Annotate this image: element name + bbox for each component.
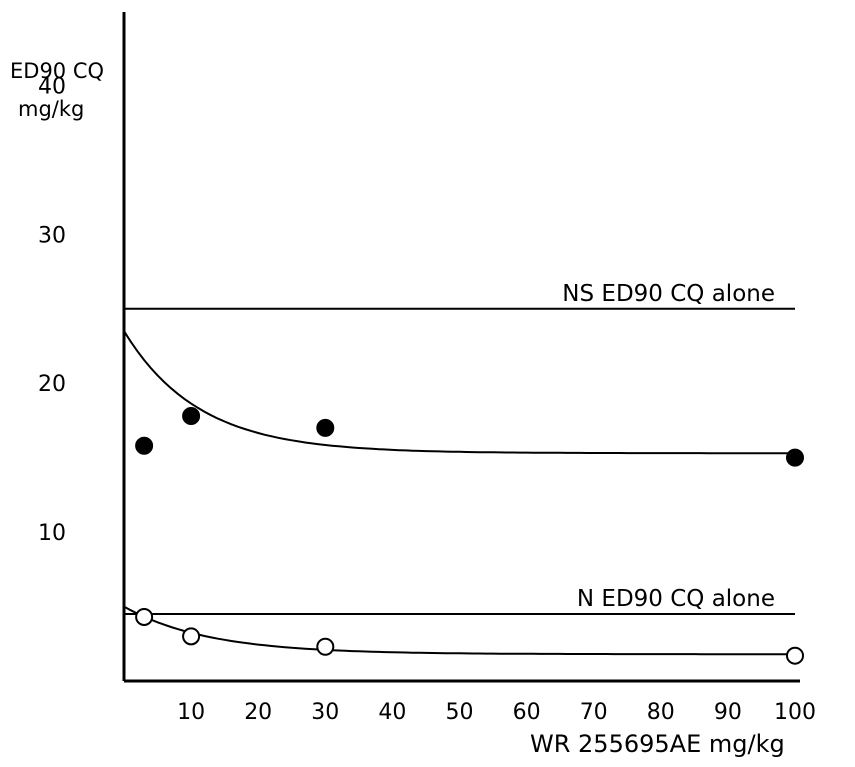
x-tick-label: 70 xyxy=(580,700,608,725)
x-tick-label: 10 xyxy=(177,700,205,725)
y-axis-label-line2: mg/kg xyxy=(18,97,84,121)
y-tick-label: 10 xyxy=(38,521,66,546)
open-data-point xyxy=(316,637,335,656)
reference-line-label: N ED90 CQ alone xyxy=(577,586,775,612)
x-tick-label: 90 xyxy=(714,700,742,725)
open-data-point xyxy=(135,607,154,626)
fit-curve xyxy=(123,330,795,455)
x-tick-labels: 10 20 30 40 50 60 70 80 90 100 xyxy=(177,700,816,725)
filled-data-point xyxy=(786,448,804,467)
reference-lines: NS ED90 CQ alone N ED90 CQ alone xyxy=(124,281,795,615)
filled-data-point xyxy=(316,418,335,437)
y-tick-label: 40 xyxy=(38,74,66,99)
x-tick-label: 20 xyxy=(244,700,272,725)
x-tick-label: 100 xyxy=(774,700,816,725)
x-tick-label: 40 xyxy=(378,700,406,725)
y-axis-label: ED90 CQ mg/kg xyxy=(10,59,104,121)
axes xyxy=(122,12,800,683)
y-tick-label: 20 xyxy=(38,372,66,397)
x-tick-label: 80 xyxy=(647,700,675,725)
y-tick-labels: 10 20 30 40 xyxy=(38,74,66,546)
x-tick-label: 30 xyxy=(311,700,339,725)
y-axis-label-line1: ED90 CQ xyxy=(10,59,104,83)
fit-curve xyxy=(123,605,795,656)
x-tick-label: 60 xyxy=(513,700,541,725)
open-data-point xyxy=(786,646,804,665)
filled-data-point xyxy=(182,406,201,425)
open-data-point xyxy=(182,627,201,646)
filled-data-point xyxy=(135,436,154,455)
x-axis-label: WR 255695AE mg/kg xyxy=(530,730,785,758)
reference-line-label: NS ED90 CQ alone xyxy=(562,281,775,307)
data-points xyxy=(135,406,804,665)
fit-curves xyxy=(123,330,795,656)
y-tick-label: 30 xyxy=(38,223,66,248)
x-tick-label: 50 xyxy=(446,700,474,725)
